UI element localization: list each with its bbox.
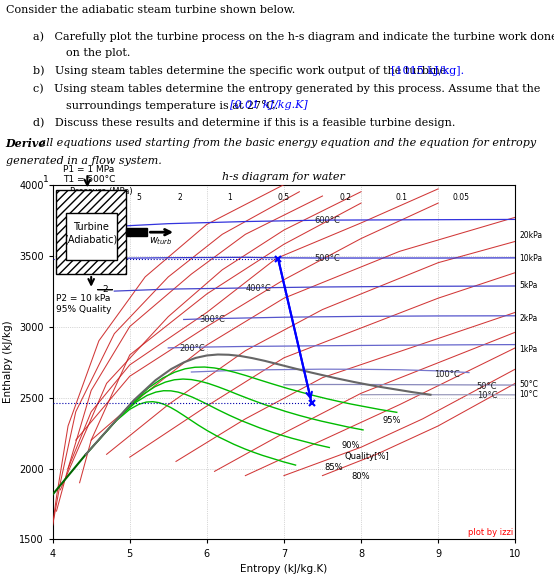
Text: 1kPa: 1kPa xyxy=(519,345,537,354)
Text: 500°C: 500°C xyxy=(315,254,341,263)
Text: 0.5: 0.5 xyxy=(278,193,290,202)
Text: 20: 20 xyxy=(88,193,98,202)
Text: 50°C: 50°C xyxy=(476,382,497,391)
Text: [0.01 kJ/kg.K]: [0.01 kJ/kg.K] xyxy=(230,100,307,110)
Text: 600°C: 600°C xyxy=(315,216,341,225)
Text: 10°C: 10°C xyxy=(476,391,497,400)
Text: 95%: 95% xyxy=(383,416,401,425)
Text: 1: 1 xyxy=(228,193,232,202)
Text: 0.05: 0.05 xyxy=(453,193,470,202)
Text: c)   Using steam tables determine the entropy generated by this process. Assume : c) Using steam tables determine the entr… xyxy=(33,83,541,93)
Text: 90%: 90% xyxy=(342,441,360,450)
Text: 5kPa: 5kPa xyxy=(519,281,537,290)
Text: 10°C: 10°C xyxy=(519,391,538,399)
Text: $w_{turb}$: $w_{turb}$ xyxy=(149,235,173,246)
Text: 1: 1 xyxy=(43,175,49,184)
Text: 50°C: 50°C xyxy=(519,380,538,389)
Title: h-s diagram for water: h-s diagram for water xyxy=(223,173,345,182)
Text: Quality[%]: Quality[%] xyxy=(344,452,389,461)
Text: P1 = 1 MPa: P1 = 1 MPa xyxy=(63,165,114,174)
Text: 20kPa: 20kPa xyxy=(519,231,542,240)
Text: d)   Discuss these results and determine if this is a feasible turbine design.: d) Discuss these results and determine i… xyxy=(33,118,455,128)
Text: 80%: 80% xyxy=(352,472,371,481)
Text: T1 = 500°C: T1 = 500°C xyxy=(63,175,115,184)
FancyBboxPatch shape xyxy=(66,213,117,260)
Text: Derive: Derive xyxy=(6,138,46,149)
Text: 0.2: 0.2 xyxy=(340,193,352,202)
Text: 2: 2 xyxy=(102,285,108,294)
Text: Consider the adiabatic steam turbine shown below.: Consider the adiabatic steam turbine sho… xyxy=(6,5,295,15)
Text: 200°C: 200°C xyxy=(180,344,206,353)
Text: a)   Carefully plot the turbine process on the h-s diagram and indicate the turb: a) Carefully plot the turbine process on… xyxy=(33,31,554,42)
Text: P2 = 10 kPa: P2 = 10 kPa xyxy=(57,294,111,303)
X-axis label: Entropy (kJ/kg.K): Entropy (kJ/kg.K) xyxy=(240,564,327,574)
Text: 10kPa: 10kPa xyxy=(519,254,542,263)
Text: b)   Using steam tables determine the specific work output of the turbine: b) Using steam tables determine the spec… xyxy=(33,66,450,76)
Y-axis label: Enthalpy (kJ/kg): Enthalpy (kJ/kg) xyxy=(3,321,13,403)
Bar xyxy=(126,228,147,236)
Text: 2kPa: 2kPa xyxy=(519,313,537,323)
Text: 10: 10 xyxy=(108,193,117,202)
FancyBboxPatch shape xyxy=(57,190,126,274)
Text: (Adiabatic): (Adiabatic) xyxy=(65,234,118,244)
Text: 400°C: 400°C xyxy=(245,284,271,293)
Text: 95% Quality: 95% Quality xyxy=(57,305,112,314)
Text: 50: 50 xyxy=(73,193,82,202)
Text: plot by izzi: plot by izzi xyxy=(469,529,514,537)
Text: generated in a flow system.: generated in a flow system. xyxy=(6,156,161,166)
Text: Pressure (MPa): Pressure (MPa) xyxy=(70,187,132,196)
Text: on the plot.: on the plot. xyxy=(66,48,131,58)
Text: 5: 5 xyxy=(136,193,141,202)
Text: 85%: 85% xyxy=(324,463,342,472)
Text: all equations used starting from the basic energy equation and the equation for : all equations used starting from the bas… xyxy=(36,138,536,148)
Text: surroundings temperature is at 27°C.: surroundings temperature is at 27°C. xyxy=(66,100,282,111)
Text: 0.1: 0.1 xyxy=(395,193,407,202)
Text: [1015 kJ/kg].: [1015 kJ/kg]. xyxy=(391,66,464,76)
Text: Turbine: Turbine xyxy=(73,222,109,231)
Text: 300°C: 300°C xyxy=(199,315,225,324)
Text: 2: 2 xyxy=(177,193,182,202)
Text: 100°C: 100°C xyxy=(434,370,460,379)
